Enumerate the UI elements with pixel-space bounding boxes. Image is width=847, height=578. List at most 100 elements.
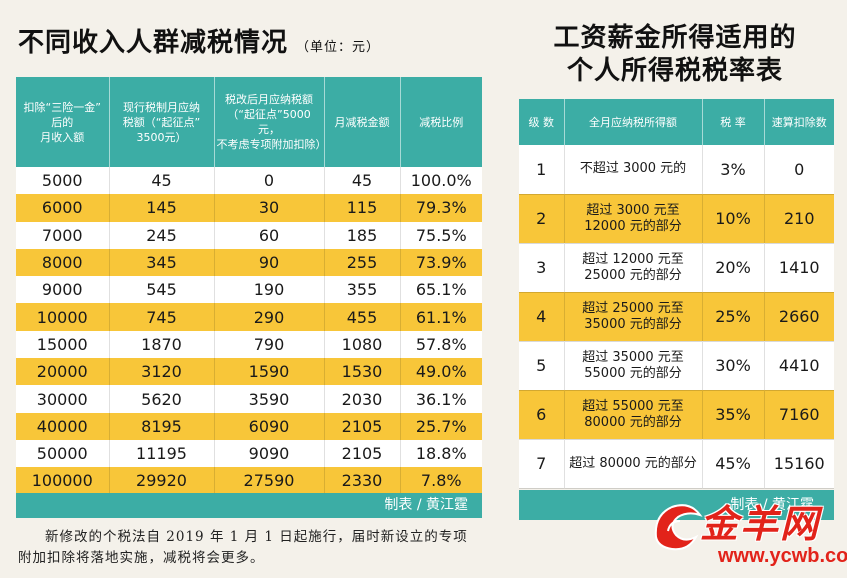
footnote: 新修改的个税法自 2019 年 1 月 1 日起施行，届时新设立的专项附加扣除将… <box>18 529 468 566</box>
range-line: 35000 元的部分 <box>584 316 682 332</box>
table-cell: 57.8% <box>400 330 482 359</box>
level-cell: 4 <box>519 292 565 341</box>
table-row: 7 超过 80000 元的部分 45% 15160 <box>519 439 834 488</box>
income-tax-reduction-table: 扣除“三险一金” 后的 月收入额 现行税制月应纳 税额（“起征点” 3500元） 税改后月应… <box>16 77 482 495</box>
tax-rate-table: 级 数全月应纳税所得额税 率速算扣除数 1 不超过 3000 元的 3% 0 2 超过 3… <box>519 99 834 489</box>
table-cell: 1870 <box>109 330 215 359</box>
table-row: 50000 11195 9090 2105 18.8% <box>16 439 482 468</box>
table-cell: 40000 <box>16 412 110 440</box>
table-cell: 790 <box>214 330 325 359</box>
table-cell: 5000 <box>16 167 110 195</box>
table-cell: 290 <box>214 303 325 331</box>
range-line: 80000 元的部分 <box>584 414 682 430</box>
table-cell: 190 <box>214 276 325 304</box>
left-title-text: 不同收入人群减税情况 <box>18 28 289 58</box>
table-row: 30000 5620 3590 2030 36.1% <box>16 385 482 413</box>
watermark-logo: 金羊网 www.ycwb.com <box>648 493 847 575</box>
table-cell: 45 <box>109 167 215 195</box>
table-cell: 7000 <box>16 221 110 249</box>
table-cell: 25.7% <box>400 412 482 440</box>
right-title-line1: 工资薪金所得适用的 <box>553 23 797 53</box>
table-cell: 60 <box>214 221 325 249</box>
table-cell: 11195 <box>109 439 215 468</box>
level-cell: 5 <box>519 341 565 390</box>
table-cell: 18.8% <box>400 439 482 468</box>
table-cell: 100000 <box>16 467 110 495</box>
rate-cell: 35% <box>702 390 765 439</box>
table-cell: 345 <box>109 248 215 277</box>
left-table-footer: 制表 / 黄江霆 <box>16 493 482 518</box>
table-cell: 3590 <box>214 385 325 413</box>
deduction-cell: 210 <box>764 194 834 243</box>
range-cell: 超过 55000 元至 80000 元的部分 <box>564 390 703 439</box>
header-line: 3500元） <box>136 130 187 144</box>
deduction-cell: 2660 <box>764 292 834 341</box>
table-cell: 30000 <box>16 385 110 413</box>
table-cell: 1080 <box>324 330 401 359</box>
table-cell: 50000 <box>16 439 110 468</box>
table-cell: 245 <box>109 221 215 249</box>
range-line: 超过 55000 元至 <box>582 398 684 414</box>
level-cell: 2 <box>519 194 565 243</box>
range-line: 超过 3000 元至 <box>586 202 680 218</box>
table-cell: 2105 <box>324 439 401 468</box>
table-cell: 255 <box>324 248 401 277</box>
table-row: 10000 745 290 455 61.1% <box>16 303 482 331</box>
left-header-cell: 税改后月应纳税额 （“起征点”5000元， 不考虑专项附加扣除） <box>214 77 327 167</box>
table-cell: 90 <box>214 248 325 277</box>
header-line: 月减税金额 <box>334 115 390 129</box>
table-cell: 185 <box>324 221 401 249</box>
header-line: 现行税制月应纳 <box>123 100 200 114</box>
table-cell: 100.0% <box>400 167 482 195</box>
header-line: 月收入额 <box>40 130 85 144</box>
range-cell: 不超过 3000 元的 <box>564 145 703 194</box>
table-cell: 61.1% <box>400 303 482 331</box>
table-row: 7000 245 60 185 75.5% <box>16 221 482 249</box>
table-cell: 20000 <box>16 358 110 386</box>
table-cell: 115 <box>324 194 401 222</box>
header-line: 后的 <box>51 115 74 129</box>
level-cell: 3 <box>519 243 565 292</box>
table-cell: 10000 <box>16 303 110 331</box>
table-cell: 73.9% <box>400 248 482 277</box>
table-row: 40000 8195 6090 2105 25.7% <box>16 412 482 440</box>
table-row: 1 不超过 3000 元的 3% 0 <box>519 145 834 194</box>
table-row: 20000 3120 1590 1530 49.0% <box>16 358 482 386</box>
range-cell: 超过 35000 元至 55000 元的部分 <box>564 341 703 390</box>
table-cell: 6000 <box>16 194 110 222</box>
deduction-cell: 1410 <box>764 243 834 292</box>
table-cell: 79.3% <box>400 194 482 222</box>
table-row: 5 超过 35000 元至 55000 元的部分 30% 4410 <box>519 341 834 390</box>
table-cell: 2030 <box>324 385 401 413</box>
table-cell: 9000 <box>16 276 110 304</box>
table-cell: 2105 <box>324 412 401 440</box>
rate-cell: 30% <box>702 341 765 390</box>
header-line: 扣除“三险一金” <box>23 100 101 114</box>
range-cell: 超过 12000 元至 25000 元的部分 <box>564 243 703 292</box>
left-header-cell: 月减税金额 <box>324 77 401 167</box>
right-table-body: 1 不超过 3000 元的 3% 0 2 超过 3000 元至 12000 元的部分 10% 2… <box>519 145 834 488</box>
rate-cell: 10% <box>702 194 765 243</box>
table-cell: 0 <box>214 167 325 195</box>
level-cell: 6 <box>519 390 565 439</box>
table-cell: 9090 <box>214 439 325 468</box>
table-cell: 30 <box>214 194 325 222</box>
table-row: 100000 29920 27590 2330 7.8% <box>16 467 482 495</box>
range-line: 超过 25000 元至 <box>582 300 684 316</box>
range-line: 超过 80000 元的部分 <box>569 455 697 471</box>
range-line: 超过 35000 元至 <box>582 349 684 365</box>
watermark-text: 金羊网 <box>700 502 821 546</box>
right-table-title: 工资薪金所得适用的 个人所得税税率表 <box>515 22 835 88</box>
left-header-cell: 现行税制月应纳 税额（“起征点” 3500元） <box>109 77 215 167</box>
right-header-cell: 速算扣除数 <box>764 99 834 145</box>
range-line: 不超过 3000 元的 <box>579 161 687 177</box>
right-header-cell: 税 率 <box>702 99 765 145</box>
header-line: 税额（“起征点” <box>122 115 201 129</box>
left-header-cell: 扣除“三险一金” 后的 月收入额 <box>16 77 110 167</box>
range-line: 12000 元的部分 <box>584 218 682 234</box>
table-cell: 455 <box>324 303 401 331</box>
rate-cell: 3% <box>702 145 765 194</box>
ram-logo-icon <box>654 504 703 551</box>
left-table-title: 不同收入人群减税情况 （单位：元） <box>18 22 380 59</box>
table-row: 5000 45 0 45 100.0% <box>16 167 482 195</box>
